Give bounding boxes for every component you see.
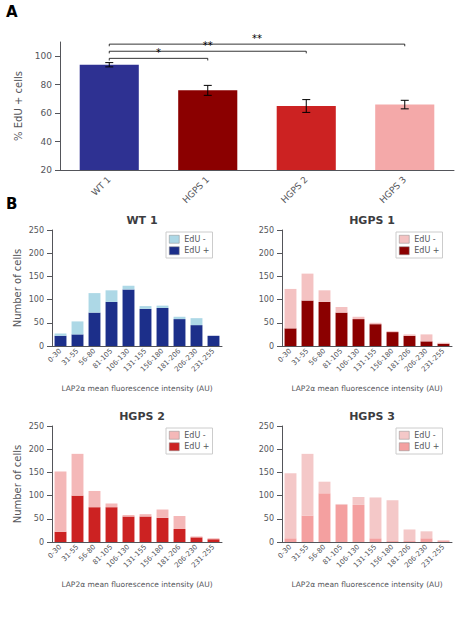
svg-text:HGPS 2: HGPS 2 [119,410,165,423]
svg-text:B: B [6,195,17,213]
svg-text:56-80: 56-80 [77,543,98,564]
svg-text:0: 0 [269,538,274,547]
svg-text:Number of cells: Number of cells [12,249,23,328]
svg-text:EdU -: EdU - [184,235,206,244]
svg-text:56-80: 56-80 [307,347,328,368]
svg-text:231-255: 231-255 [190,543,216,569]
svg-text:131-155: 131-155 [122,543,149,570]
svg-text:106-130: 106-130 [105,543,132,570]
svg-text:*: * [156,47,161,58]
svg-text:31-55: 31-55 [290,347,310,367]
svg-text:206-230: 206-230 [173,347,200,374]
svg-text:WT 1: WT 1 [126,214,157,227]
svg-text:150: 150 [29,272,44,281]
svg-text:EdU +: EdU + [414,246,439,255]
svg-text:81-105: 81-105 [321,347,345,371]
svg-text:**: ** [252,33,262,44]
svg-text:81-105: 81-105 [91,347,115,371]
svg-text:100: 100 [29,491,44,500]
svg-text:200: 200 [29,249,44,258]
svg-text:20: 20 [41,165,53,175]
svg-text:200: 200 [29,445,44,454]
svg-text:LAP2α mean fluorescence intens: LAP2α mean fluorescence intensity (AU) [61,384,212,393]
svg-text:EdU -: EdU - [414,431,436,440]
svg-text:250: 250 [29,226,44,235]
svg-text:131-155: 131-155 [352,347,379,374]
svg-text:0: 0 [39,538,44,547]
svg-text:LAP2α mean fluorescence intens: LAP2α mean fluorescence intensity (AU) [291,384,442,393]
svg-text:31-55: 31-55 [290,543,310,563]
svg-text:156-180: 156-180 [139,347,166,374]
svg-text:231-255: 231-255 [420,347,446,373]
svg-text:56-80: 56-80 [307,543,328,564]
svg-text:% EdU + cells: % EdU + cells [13,71,24,141]
svg-text:LAP2α mean fluorescence intens: LAP2α mean fluorescence intensity (AU) [291,580,442,589]
svg-text:40: 40 [41,137,53,147]
svg-text:100: 100 [29,295,44,304]
svg-text:181-206: 181-206 [156,347,183,374]
svg-text:200: 200 [259,445,274,454]
svg-text:250: 250 [259,422,274,431]
svg-text:106-130: 106-130 [335,543,362,570]
svg-text:156-180: 156-180 [369,543,396,570]
svg-text:206-230: 206-230 [173,543,200,570]
svg-text:LAP2α mean fluorescence intens: LAP2α mean fluorescence intensity (AU) [61,580,212,589]
svg-text:231-255: 231-255 [190,347,216,373]
svg-text:0: 0 [269,342,274,351]
svg-text:200: 200 [259,249,274,258]
svg-text:50: 50 [264,318,274,327]
svg-text:81-105: 81-105 [91,543,115,567]
svg-text:81-105: 81-105 [321,543,345,567]
svg-text:HGPS 1: HGPS 1 [349,214,395,227]
svg-text:31-55: 31-55 [60,543,80,563]
svg-text:Number of cells: Number of cells [12,445,23,524]
svg-text:206-230: 206-230 [403,347,430,374]
svg-text:EdU +: EdU + [414,442,439,451]
svg-text:31-55: 31-55 [60,347,80,367]
svg-text:106-130: 106-130 [105,347,132,374]
svg-text:80: 80 [41,80,53,90]
svg-text:HGPS 2: HGPS 2 [279,174,310,205]
svg-text:150: 150 [29,468,44,477]
svg-text:231-255: 231-255 [420,543,446,569]
svg-text:106-130: 106-130 [335,347,362,374]
svg-text:**: ** [203,40,213,51]
svg-text:181-206: 181-206 [156,543,183,570]
svg-text:EdU -: EdU - [414,235,436,244]
svg-text:206-230: 206-230 [403,543,430,570]
svg-text:150: 150 [259,468,274,477]
svg-text:0-30: 0-30 [276,543,294,560]
svg-text:50: 50 [34,514,44,523]
svg-text:EdU -: EdU - [184,431,206,440]
svg-text:WT 1: WT 1 [89,174,112,197]
svg-text:HGPS 3: HGPS 3 [349,410,395,423]
svg-text:156-180: 156-180 [139,543,166,570]
svg-text:56-80: 56-80 [77,347,98,368]
svg-text:150: 150 [259,272,274,281]
svg-text:HGPS 3: HGPS 3 [378,174,409,205]
svg-text:100: 100 [35,51,52,61]
svg-text:156-180: 156-180 [369,347,396,374]
svg-text:250: 250 [259,226,274,235]
svg-text:181-206: 181-206 [386,543,413,570]
svg-text:HGPS 1: HGPS 1 [181,174,212,205]
svg-text:131-155: 131-155 [352,543,379,570]
svg-text:0: 0 [39,342,44,351]
svg-text:0-30: 0-30 [46,543,64,560]
svg-text:50: 50 [264,514,274,523]
svg-text:100: 100 [259,295,274,304]
svg-text:131-155: 131-155 [122,347,149,374]
svg-text:60: 60 [41,108,53,118]
svg-text:A: A [6,3,18,21]
svg-text:181-206: 181-206 [386,347,413,374]
svg-text:50: 50 [34,318,44,327]
svg-text:0-30: 0-30 [276,347,294,364]
svg-text:EdU +: EdU + [184,246,209,255]
svg-text:0-30: 0-30 [46,347,64,364]
svg-text:EdU +: EdU + [184,442,209,451]
svg-text:100: 100 [259,491,274,500]
svg-text:250: 250 [29,422,44,431]
